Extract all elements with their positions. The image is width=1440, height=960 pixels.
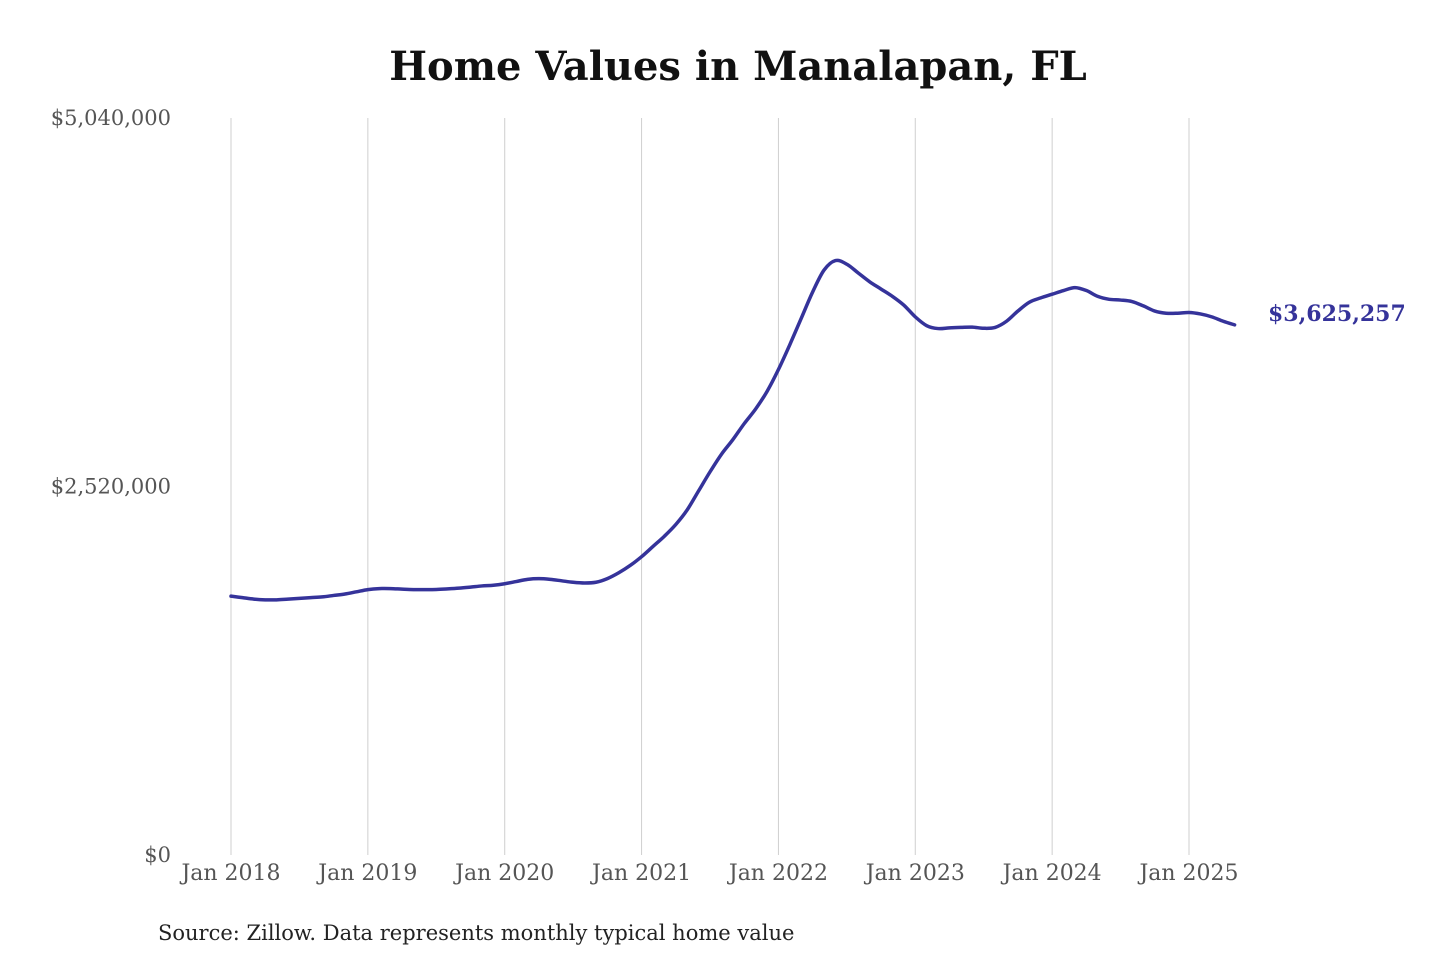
y-tick-label: $0: [144, 843, 171, 867]
x-axis-ticks: Jan 2018 Jan 2019 Jan 2020 Jan 2021 Jan 2022…: [179, 861, 1238, 886]
y-tick-label: $2,520,000: [51, 475, 171, 499]
x-tick-label: Jan 2018: [179, 861, 280, 886]
gridlines: [230, 118, 1190, 855]
x-tick-label: Jan 2020: [453, 861, 554, 886]
y-tick-label: $5,040,000: [51, 106, 171, 130]
x-tick-label: Jan 2024: [1001, 861, 1102, 886]
x-tick-label: Jan 2022: [727, 861, 828, 886]
last-value-label: $3,625,257: [1268, 301, 1406, 327]
source-note: Source: Zillow. Data represents monthly …: [158, 921, 794, 945]
series-layer: [229, 258, 1237, 602]
x-tick-label: Jan 2019: [316, 861, 417, 886]
y-axis-ticks: $0 $2,520,000 $5,040,000: [51, 106, 171, 867]
x-tick-label: Jan 2021: [590, 861, 691, 886]
x-tick-label: Jan 2025: [1137, 861, 1238, 886]
chart-title: Home Values in Manalapan, FL: [389, 43, 1086, 90]
x-tick-label: Jan 2023: [864, 861, 965, 886]
series-line-home-value: [229, 258, 1237, 602]
